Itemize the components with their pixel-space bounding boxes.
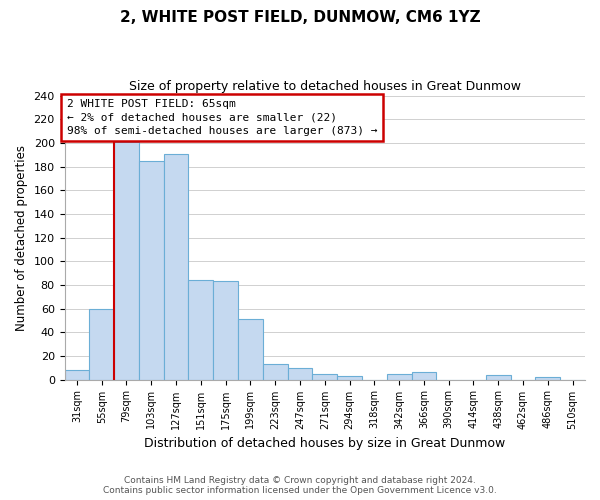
Bar [213, 282, 238, 380]
Bar [313, 374, 337, 380]
Bar [164, 154, 188, 380]
Bar [387, 374, 412, 380]
Bar [287, 368, 313, 380]
Bar [188, 280, 213, 380]
Text: 2 WHITE POST FIELD: 65sqm
← 2% of detached houses are smaller (22)
98% of semi-d: 2 WHITE POST FIELD: 65sqm ← 2% of detach… [67, 99, 377, 136]
Bar [337, 376, 362, 380]
Title: Size of property relative to detached houses in Great Dunmow: Size of property relative to detached ho… [129, 80, 521, 93]
Text: Contains HM Land Registry data © Crown copyright and database right 2024.
Contai: Contains HM Land Registry data © Crown c… [103, 476, 497, 495]
Bar [535, 377, 560, 380]
Bar [412, 372, 436, 380]
Y-axis label: Number of detached properties: Number of detached properties [15, 144, 28, 330]
Bar [238, 319, 263, 380]
X-axis label: Distribution of detached houses by size in Great Dunmow: Distribution of detached houses by size … [144, 437, 505, 450]
Bar [114, 142, 139, 380]
Bar [263, 364, 287, 380]
Bar [65, 370, 89, 380]
Bar [89, 308, 114, 380]
Text: 2, WHITE POST FIELD, DUNMOW, CM6 1YZ: 2, WHITE POST FIELD, DUNMOW, CM6 1YZ [119, 10, 481, 25]
Bar [139, 160, 164, 380]
Bar [486, 375, 511, 380]
